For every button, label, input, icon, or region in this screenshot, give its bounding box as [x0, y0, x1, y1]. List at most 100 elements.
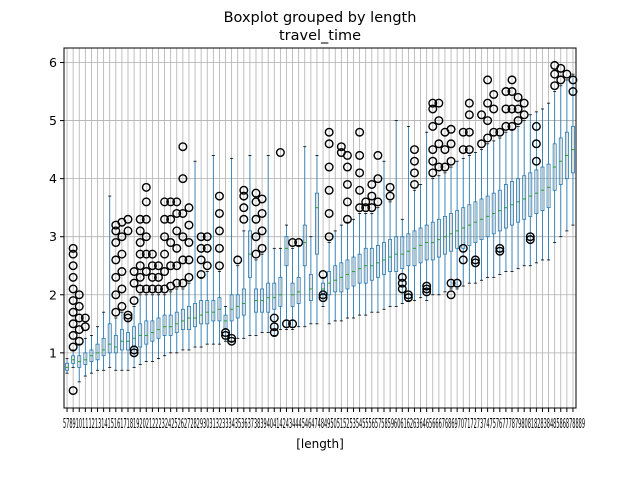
- x-tick-labels: 5789101112131415161718192021222324252627…: [63, 417, 585, 432]
- box-9: [80, 313, 90, 377]
- outlier-point: [507, 75, 517, 85]
- box-47: [315, 155, 319, 325]
- outlier-point: [135, 261, 145, 271]
- box-86: [550, 60, 560, 243]
- outlier-point: [422, 284, 432, 294]
- box-40: [269, 247, 279, 338]
- outlier-point: [373, 197, 383, 207]
- box-57: [373, 150, 383, 313]
- outlier-point: [111, 290, 121, 300]
- outlier-point: [385, 182, 395, 192]
- outlier-point: [489, 104, 499, 114]
- y-tick-label: 5: [49, 113, 57, 128]
- box-81: [519, 98, 529, 267]
- outlier-point: [397, 278, 407, 288]
- outlier-point: [68, 386, 78, 396]
- box-76: [489, 89, 499, 278]
- outlier-point: [269, 328, 279, 338]
- outlier-point: [458, 145, 468, 155]
- outlier-point: [214, 191, 224, 201]
- outlier-point: [428, 168, 438, 178]
- outlier-point: [172, 197, 182, 207]
- outlier-point: [74, 313, 84, 323]
- outlier-point: [184, 272, 194, 282]
- outlier-point: [409, 179, 419, 189]
- outlier-point: [434, 98, 444, 108]
- box-20: [147, 249, 157, 362]
- outlier-point: [68, 243, 78, 253]
- box-18: [135, 214, 145, 365]
- iqr-box: [95, 343, 100, 361]
- box-80: [513, 92, 523, 270]
- outlier-point: [68, 296, 78, 306]
- y-tick-label: 4: [49, 171, 57, 186]
- y-tick-label: 3: [49, 229, 57, 244]
- outlier-point: [184, 238, 194, 248]
- outlier-point: [324, 139, 334, 149]
- box-26: [184, 203, 194, 351]
- box-72: [464, 98, 474, 284]
- outlier-point: [342, 162, 352, 172]
- box-74: [477, 110, 487, 281]
- outlier-point: [251, 214, 261, 224]
- outlier-point: [74, 290, 84, 300]
- outlier-point: [531, 139, 541, 149]
- outlier-point: [68, 249, 78, 259]
- box-50: [333, 230, 338, 322]
- iqr-box: [132, 326, 137, 348]
- outlier-point: [409, 156, 419, 166]
- box-25: [178, 142, 188, 351]
- outlier-point: [117, 249, 127, 259]
- box-77: [495, 127, 505, 275]
- iqr-box: [223, 314, 228, 331]
- iqr-box: [101, 337, 106, 357]
- iqr-box: [534, 169, 539, 214]
- outlier-point: [495, 246, 505, 256]
- outlier-point: [562, 69, 572, 79]
- outlier-point: [464, 98, 474, 108]
- outlier-point: [257, 208, 267, 218]
- outlier-point: [355, 127, 365, 137]
- outlier-point: [464, 145, 474, 155]
- box-78: [501, 87, 511, 272]
- outlier-point: [239, 203, 249, 213]
- outlier-point: [342, 214, 352, 224]
- outlier-point: [477, 139, 487, 149]
- iqr-box: [229, 294, 234, 322]
- outlier-point: [117, 301, 127, 311]
- iqr-box: [272, 282, 277, 310]
- box-43: [288, 238, 298, 331]
- iqr-box: [211, 300, 216, 322]
- outlier-point: [214, 261, 224, 271]
- iqr-box: [528, 172, 533, 217]
- outlier-point: [458, 127, 468, 137]
- outlier-point: [129, 267, 139, 277]
- box-38: [257, 194, 267, 333]
- outlier-point: [361, 197, 371, 207]
- outlier-point: [111, 226, 121, 236]
- outlier-point: [80, 322, 90, 332]
- outlier-point: [275, 148, 285, 158]
- iqr-box: [174, 311, 179, 333]
- outlier-point: [342, 150, 352, 160]
- outlier-point: [135, 238, 145, 248]
- outlier-point: [184, 220, 194, 230]
- outlier-point: [428, 156, 438, 166]
- outlier-point: [141, 232, 151, 242]
- iqr-box: [65, 362, 69, 371]
- outlier-point: [385, 191, 395, 201]
- box-53: [351, 218, 356, 319]
- iqr-box: [308, 274, 313, 301]
- box-19: [141, 182, 151, 362]
- iqr-box: [83, 352, 88, 365]
- iqr-box: [436, 218, 441, 258]
- box-66: [428, 98, 438, 296]
- outlier-point: [507, 121, 517, 131]
- outlier-point: [440, 145, 450, 155]
- outlier-point: [166, 214, 176, 224]
- outlier-point: [428, 98, 438, 108]
- outlier-point: [556, 75, 566, 85]
- outlier-point: [501, 104, 511, 114]
- iqr-box: [333, 265, 338, 293]
- outlier-point: [568, 87, 578, 97]
